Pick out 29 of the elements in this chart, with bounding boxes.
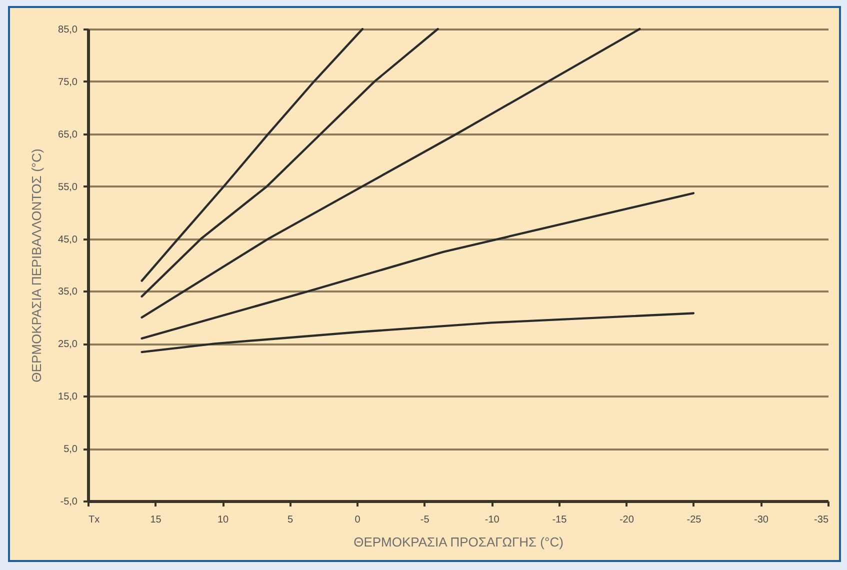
line-series [140, 192, 695, 340]
line-series [140, 312, 695, 354]
y-tick-label: 15,0 [58, 392, 78, 403]
y-tick-label: 45,0 [58, 234, 78, 246]
y-tick-label: 75,0 [58, 76, 78, 88]
x-tick-label: -20 [619, 514, 634, 526]
x-tick-label: 5 [288, 514, 294, 526]
x-tick-label: 10 [217, 514, 230, 526]
x-tick-label: -15 [552, 514, 568, 526]
x-tick-label: -10 [484, 514, 500, 526]
line-series [140, 28, 364, 282]
x-tick-label: -30 [754, 514, 769, 526]
y-tick-label: 25,0 [58, 339, 78, 350]
x-tick-label: 0 [354, 514, 361, 526]
x-tick-label: 15 [150, 514, 162, 526]
y-tick-label: -5,0 [60, 496, 78, 508]
x-tick-label: -35 [814, 514, 829, 526]
y-tick-label: 35,0 [58, 286, 78, 298]
x-tick-label: Tx [88, 514, 100, 526]
y-tick-label: 55,0 [58, 182, 78, 193]
y-tick-label: 85,0 [58, 24, 78, 36]
y-axis-title: ΘΕΡΜΟΚΡΑΣΙΑ ΠΕΡΙΒΑΛΛΟΝΤΟΣ (°C) [29, 148, 44, 382]
y-tick-label: 5,0 [64, 444, 78, 456]
x-tick-label: -25 [686, 514, 702, 526]
x-tick-label: -5 [420, 514, 430, 526]
line-series [140, 28, 439, 298]
line-series [140, 28, 641, 319]
x-axis-title: ΘΕΡΜΟΚΡΑΣΙΑ ΠΡΟΣΑΓΩΓΗΣ (°C) [354, 534, 564, 550]
y-tick-label: 65,0 [58, 129, 78, 140]
